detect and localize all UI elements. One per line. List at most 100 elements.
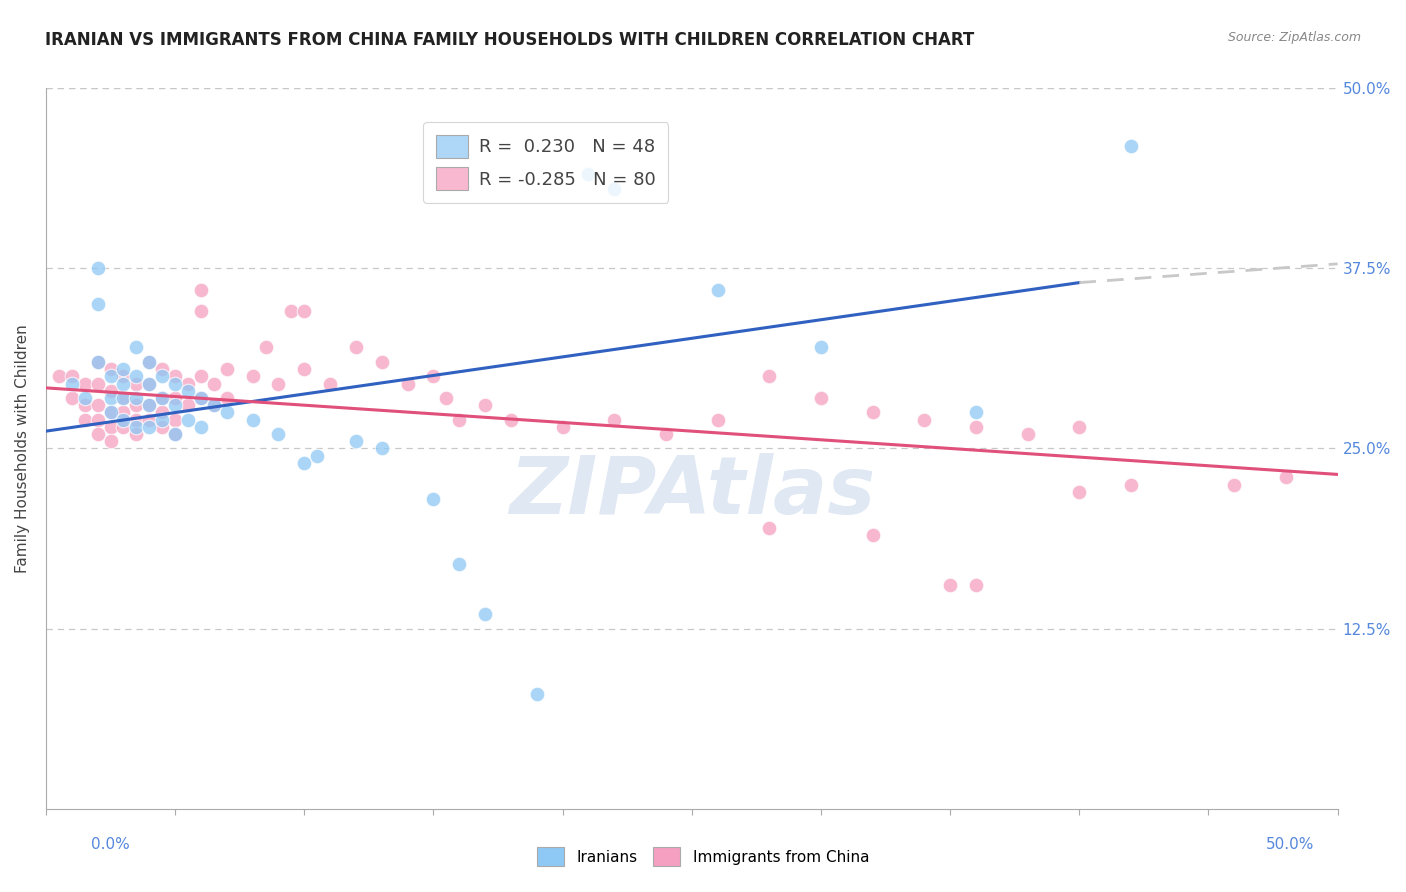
Point — [125, 369, 148, 384]
Point — [100, 391, 122, 405]
Point — [86, 355, 108, 369]
Point — [1069, 484, 1091, 499]
Point — [100, 384, 122, 398]
Y-axis label: Family Households with Children: Family Households with Children — [15, 324, 30, 573]
Point — [190, 369, 212, 384]
Point — [150, 369, 173, 384]
Point — [138, 419, 160, 434]
Point — [125, 341, 148, 355]
Point — [150, 391, 173, 405]
Point — [292, 362, 315, 376]
Point — [165, 412, 187, 426]
Point — [396, 376, 419, 391]
Point — [165, 398, 187, 412]
Point — [862, 528, 884, 542]
Point — [86, 412, 108, 426]
Point — [112, 369, 135, 384]
Point — [190, 283, 212, 297]
Point — [112, 376, 135, 391]
Point — [422, 369, 444, 384]
Point — [215, 362, 238, 376]
Point — [73, 412, 96, 426]
Text: 0.0%: 0.0% — [91, 838, 131, 852]
Point — [190, 304, 212, 318]
Point — [292, 456, 315, 470]
Point — [100, 434, 122, 449]
Point — [138, 355, 160, 369]
Point — [112, 412, 135, 426]
Point — [150, 362, 173, 376]
Point — [86, 355, 108, 369]
Point — [100, 362, 122, 376]
Point — [307, 449, 329, 463]
Text: IRANIAN VS IMMIGRANTS FROM CHINA FAMILY HOUSEHOLDS WITH CHILDREN CORRELATION CHA: IRANIAN VS IMMIGRANTS FROM CHINA FAMILY … — [45, 31, 974, 49]
Point — [60, 391, 83, 405]
Text: 50.0%: 50.0% — [1267, 838, 1315, 852]
Point — [267, 427, 290, 442]
Point — [1223, 477, 1246, 491]
Point — [86, 261, 108, 276]
Point — [706, 283, 728, 297]
Legend: Iranians, Immigrants from China: Iranians, Immigrants from China — [529, 839, 877, 873]
Point — [292, 304, 315, 318]
Point — [86, 427, 108, 442]
Point — [138, 398, 160, 412]
Point — [202, 398, 225, 412]
Point — [280, 304, 302, 318]
Point — [254, 341, 277, 355]
Point — [965, 578, 987, 592]
Point — [202, 376, 225, 391]
Point — [138, 376, 160, 391]
Point — [912, 412, 935, 426]
Point — [371, 442, 394, 456]
Point — [758, 369, 780, 384]
Point — [177, 376, 200, 391]
Point — [499, 412, 522, 426]
Point — [86, 398, 108, 412]
Point — [138, 376, 160, 391]
Point — [474, 607, 496, 622]
Point — [1069, 419, 1091, 434]
Point — [150, 405, 173, 419]
Point — [603, 182, 626, 196]
Point — [215, 405, 238, 419]
Point — [177, 384, 200, 398]
Point — [965, 405, 987, 419]
Point — [100, 405, 122, 419]
Point — [1017, 427, 1039, 442]
Point — [165, 376, 187, 391]
Point — [1119, 138, 1142, 153]
Point — [215, 391, 238, 405]
Point — [267, 376, 290, 391]
Point — [939, 578, 962, 592]
Point — [112, 391, 135, 405]
Point — [202, 398, 225, 412]
Point — [138, 355, 160, 369]
Point — [165, 427, 187, 442]
Point — [319, 376, 342, 391]
Point — [150, 412, 173, 426]
Point — [165, 391, 187, 405]
Point — [48, 369, 70, 384]
Point — [190, 391, 212, 405]
Point — [526, 687, 548, 701]
Point — [112, 405, 135, 419]
Point — [125, 398, 148, 412]
Point — [190, 419, 212, 434]
Point — [449, 412, 471, 426]
Point — [344, 434, 367, 449]
Text: ZIPAtlas: ZIPAtlas — [509, 453, 875, 531]
Point — [86, 297, 108, 311]
Point — [655, 427, 678, 442]
Point — [73, 376, 96, 391]
Point — [73, 398, 96, 412]
Point — [138, 412, 160, 426]
Point — [810, 341, 832, 355]
Point — [150, 419, 173, 434]
Point — [862, 405, 884, 419]
Point — [100, 369, 122, 384]
Point — [125, 419, 148, 434]
Point — [551, 419, 574, 434]
Point — [112, 391, 135, 405]
Point — [112, 419, 135, 434]
